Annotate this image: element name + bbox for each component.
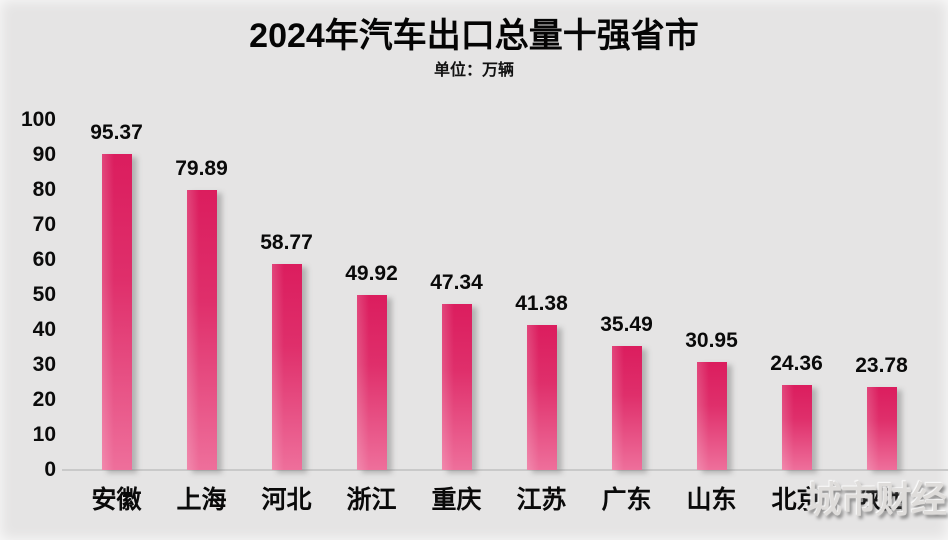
bar-group: 23.78 [839,120,924,470]
bar-value-label: 24.36 [770,352,823,375]
x-category-label: 上海 [176,486,227,514]
bar [186,190,217,470]
bar [611,346,642,470]
x-category-label: 北京 [771,486,822,514]
bar-group: 47.34 [414,120,499,470]
bar [526,325,557,470]
y-tick-label: 80 [32,178,56,201]
chart-title: 2024年汽车出口总量十强省市 [249,17,699,55]
chart-subtitle: 单位：万辆 [433,62,514,79]
bar-value-label: 35.49 [600,313,653,336]
bar [271,264,302,470]
bar-value-label: 49.92 [345,262,398,285]
x-category-label: 江苏 [516,486,567,514]
y-tick-label: 30 [32,353,56,376]
y-tick-label: 100 [20,108,56,131]
bar-plot-area: 95.37 79.89 58.77 49.92 47.34 41.38 35.4… [74,120,924,470]
bar-value-label: 30.95 [685,329,738,352]
bar-value-label: 95.37 [90,121,143,144]
x-category-label: 浙江 [346,486,397,514]
x-category-label: 陕西 [856,486,907,514]
y-tick-label: 40 [32,318,56,341]
bar-group: 79.89 [159,120,244,470]
y-tick-label: 20 [32,388,56,411]
bar [696,362,727,470]
y-tick-label: 70 [32,213,56,236]
bar-group: 41.38 [499,120,584,470]
bar-value-label: 58.77 [260,231,313,254]
y-axis: 0 10 20 30 40 50 60 70 80 90 100 [0,0,56,540]
bar-group: 95.37 [74,120,159,470]
bar-group: 35.49 [584,120,669,470]
bar [101,154,132,470]
bar-value-label: 41.38 [515,292,568,315]
x-axis-line [62,469,948,471]
x-category-label: 河北 [261,486,312,514]
y-tick-label: 10 [32,423,56,446]
bar [441,304,472,470]
bar-value-label: 47.34 [430,271,483,294]
bar-group: 58.77 [244,120,329,470]
x-category-label: 安徽 [91,486,142,514]
y-tick-label: 0 [44,458,56,481]
x-category-label: 广东 [601,486,652,514]
bar-group: 30.95 [669,120,754,470]
y-tick-label: 50 [32,283,56,306]
bar-group: 24.36 [754,120,839,470]
y-tick-label: 60 [32,248,56,271]
watermark: 城市财经 [806,479,947,520]
x-category-label: 重庆 [431,486,482,514]
bar [866,387,897,470]
x-axis-labels: 安徽 上海 河北 浙江 重庆 江苏 广东 山东 北京 陕西 [74,484,924,516]
bar-group: 49.92 [329,120,414,470]
bar [781,385,812,470]
x-category-label: 山东 [686,486,737,514]
bar-value-label: 79.89 [175,157,228,180]
bar-value-label: 23.78 [855,354,908,377]
y-tick-label: 90 [32,143,56,166]
bar [356,295,387,470]
